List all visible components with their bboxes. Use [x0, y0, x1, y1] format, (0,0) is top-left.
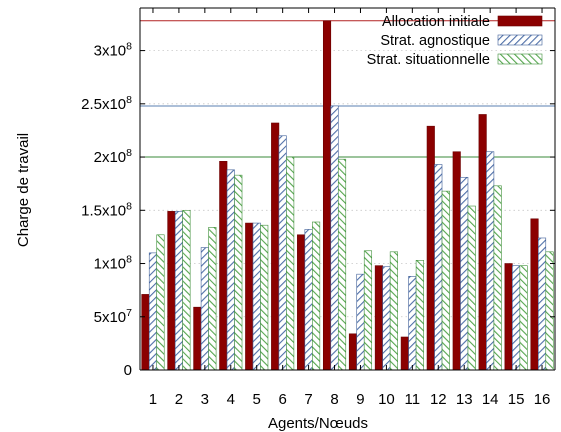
bar-series-1-agent-3: [193, 306, 202, 371]
legend-swatch-1: [497, 15, 543, 27]
bar-series-3-agent-2: [182, 209, 191, 371]
bar-series-2-agent-6: [278, 135, 287, 371]
x-tick-label: 14: [482, 391, 499, 408]
bar-series-2-agent-1: [148, 252, 158, 371]
bar-series-3-agent-8: [337, 158, 347, 371]
bar-series-3-agent-6: [286, 156, 295, 371]
bar-series-2-agent-15: [512, 265, 521, 371]
bar-series-2-agent-10: [382, 266, 391, 371]
legend: Allocation initiale Strat. agnostique Stra…: [367, 14, 543, 68]
bar-series-2-agent-14: [486, 151, 495, 371]
bar-series-3-agent-11: [415, 260, 424, 371]
x-tick-label: 6: [278, 391, 286, 408]
bar-series-3-agent-4: [234, 174, 243, 371]
y-axis-label: Charge de travail: [15, 133, 32, 247]
bar-series-3-agent-16: [545, 251, 554, 371]
bar-series-1-agent-7: [297, 234, 306, 371]
legend-label-2: Strat. agnostique: [380, 33, 490, 49]
bar-series-2-agent-5: [252, 222, 261, 371]
bar-series-2-agent-4: [226, 169, 235, 371]
bars: [141, 20, 554, 371]
y-tick-label: 1.5x108: [81, 200, 132, 219]
bar-series-1-agent-15: [504, 263, 513, 371]
bar-series-1-agent-14: [478, 114, 487, 371]
bar-series-3-agent-5: [260, 224, 269, 371]
axes: [139, 7, 556, 371]
y-tick-label: 2x108: [94, 147, 133, 166]
x-tick-label: 7: [304, 391, 312, 408]
bar-series-2-agent-16: [537, 237, 547, 371]
legend-swatch-2: [497, 34, 543, 46]
x-tick-label: 15: [508, 391, 525, 408]
bar-series-2-agent-8: [330, 105, 339, 371]
legend-label-3: Strat. situationnelle: [367, 52, 490, 68]
bar-series-1-agent-6: [271, 122, 280, 371]
bar-series-2-agent-11: [408, 276, 417, 371]
legend-swatch-3: [497, 53, 543, 65]
bar-series-1-agent-10: [374, 265, 383, 371]
bar-series-2-agent-13: [460, 176, 469, 371]
x-tick-label: 10: [378, 391, 395, 408]
y-tick-label: 5x107: [94, 307, 133, 326]
x-tick-label: 9: [356, 391, 364, 408]
bar-series-2-agent-3: [200, 247, 209, 371]
x-tick-label: 3: [201, 391, 209, 408]
bar-series-1-agent-4: [219, 161, 228, 371]
bar-series-1-agent-16: [530, 218, 539, 371]
x-tick-label: 8: [330, 391, 338, 408]
bar-series-1-agent-8: [322, 20, 332, 371]
bar-series-3-agent-15: [519, 265, 528, 371]
x-axis-label: Agents/Nœuds: [268, 415, 368, 432]
bar-series-2-agent-12: [434, 164, 443, 371]
bar-series-1-agent-13: [452, 151, 461, 371]
legend-label-1: Allocation initiale: [382, 14, 490, 30]
bar-series-2-agent-7: [304, 229, 313, 371]
bar-series-3-agent-12: [441, 190, 450, 371]
bar-series-1-agent-5: [245, 222, 254, 371]
reference-lines: [140, 20, 555, 158]
x-tick-label: 5: [253, 391, 261, 408]
y-tick-label: 2.5x108: [81, 94, 132, 113]
bar-series-3-agent-13: [467, 205, 476, 371]
bar-series-1-agent-11: [400, 336, 409, 371]
x-tick-label: 13: [456, 391, 473, 408]
bar-series-1-agent-2: [167, 211, 176, 371]
bar-series-2-agent-9: [356, 273, 365, 371]
x-tick-label: 11: [405, 391, 421, 408]
bar-series-3-agent-7: [312, 221, 321, 371]
x-tick-label: 12: [430, 391, 447, 408]
y-tick-label: 1x108: [94, 254, 133, 273]
bar-series-1-agent-1: [141, 294, 150, 371]
bar-series-3-agent-1: [156, 234, 165, 371]
bar-series-3-agent-14: [493, 185, 502, 371]
y-tick-label: 3x108: [94, 41, 133, 60]
x-tick-label: 4: [227, 391, 235, 408]
bar-series-3-agent-3: [208, 227, 217, 371]
bar-series-2-agent-2: [174, 211, 183, 371]
x-tick-label: 1: [149, 391, 157, 408]
x-tick-label: 2: [175, 391, 183, 408]
bar-series-1-agent-12: [426, 125, 435, 371]
bar-series-3-agent-9: [363, 250, 373, 371]
bar-series-3-agent-10: [389, 251, 398, 371]
x-tick-label: 16: [534, 391, 551, 408]
y-tick-label: 0: [124, 362, 132, 379]
bar-series-1-agent-9: [348, 333, 358, 371]
